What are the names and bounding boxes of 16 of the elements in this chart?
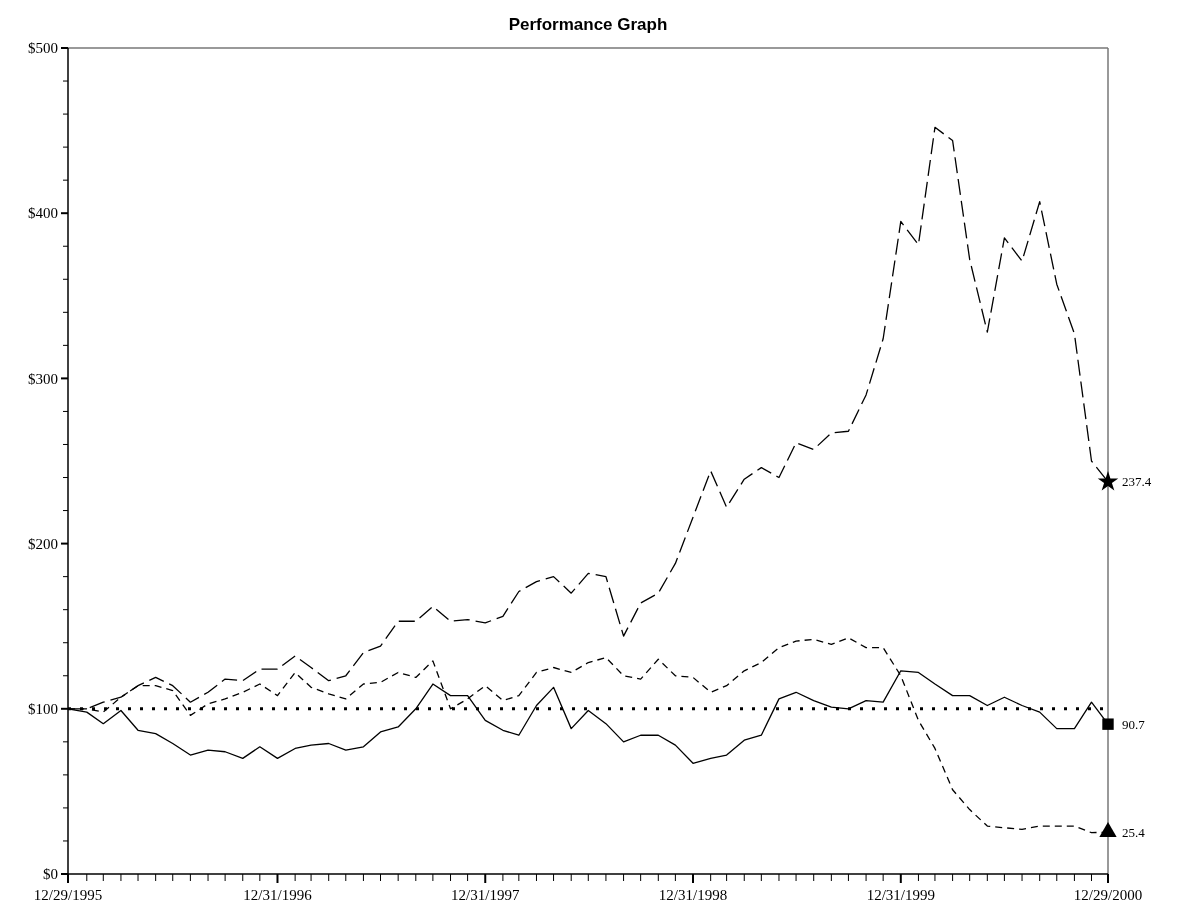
data-label: 90.7 [1122,716,1146,732]
chart-title: Performance Graph [508,15,668,34]
x-tick-label: 12/31/1997 [451,887,520,903]
y-tick-label: $100 [28,701,58,718]
y-tick-label: $300 [28,370,58,387]
x-tick-label: 12/29/2000 [1073,887,1143,903]
data-label: 25.4 [1122,824,1146,840]
x-tick-label: 12/29/1995 [33,887,103,903]
y-tick-label: $400 [28,205,58,222]
data-label: 237.4 [1122,474,1152,490]
y-tick-label: $200 [28,535,58,552]
x-tick-label: 12/31/1999 [866,887,935,903]
y-tick-label: $0 [43,866,58,883]
y-tick-label: $500 [28,40,58,57]
x-tick-label: 12/31/1998 [658,887,728,903]
x-tick-label: 12/31/1996 [243,887,313,903]
